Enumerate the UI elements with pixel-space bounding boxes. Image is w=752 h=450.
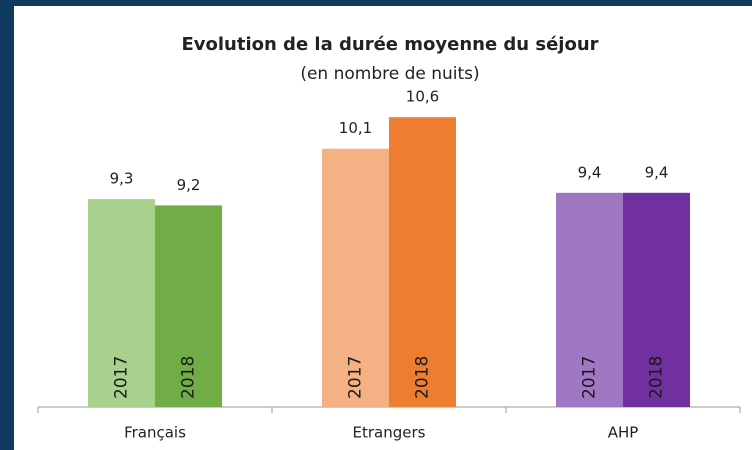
series-label: 2017 (112, 356, 132, 399)
bar (556, 192, 623, 407)
value-label: 10,6 (406, 88, 439, 106)
series-label: 2017 (346, 356, 366, 399)
bar (155, 205, 222, 407)
x-tick-label: AHP (608, 424, 639, 442)
value-label: 9,2 (177, 176, 201, 194)
bar (322, 148, 389, 407)
series-label: 2018 (647, 356, 667, 399)
x-tick-label: Etrangers (353, 424, 426, 442)
x-tick-label: Français (124, 424, 186, 442)
bar (623, 192, 690, 407)
series-label: 2018 (413, 356, 433, 399)
value-label: 10,1 (339, 119, 372, 137)
chart-subtitle: (en nombre de nuits) (300, 64, 479, 84)
bar (389, 117, 456, 407)
chart-title: Evolution de la durée moyenne du séjour (181, 34, 598, 55)
series-label: 2017 (580, 356, 600, 399)
value-label: 9,4 (645, 163, 669, 181)
bar (88, 199, 155, 407)
series-label: 2018 (179, 356, 199, 399)
value-label: 9,3 (110, 170, 134, 188)
value-label: 9,4 (578, 163, 602, 181)
